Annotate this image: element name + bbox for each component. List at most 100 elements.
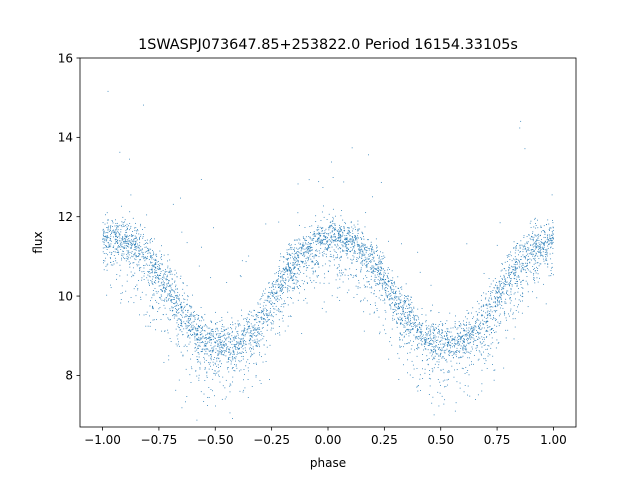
data-point [399, 319, 401, 321]
data-point [410, 332, 412, 334]
data-point [443, 346, 445, 348]
data-point [189, 330, 191, 332]
data-point [385, 284, 387, 286]
data-point [386, 283, 387, 285]
data-point [216, 327, 218, 329]
data-point [469, 353, 471, 354]
data-point [438, 359, 440, 360]
data-point [489, 315, 491, 317]
data-point [502, 285, 504, 287]
data-point [219, 336, 221, 338]
data-point [281, 286, 283, 288]
data-point [520, 259, 521, 261]
data-point [434, 355, 436, 357]
data-point [446, 348, 448, 350]
data-point [326, 219, 328, 220]
data-point [397, 317, 399, 319]
data-point [494, 302, 496, 304]
data-point [508, 274, 510, 276]
data-point [210, 334, 212, 336]
data-point [381, 268, 383, 269]
data-point [275, 286, 276, 288]
data-point [241, 338, 243, 340]
data-point [151, 280, 153, 282]
data-point [438, 331, 440, 333]
data-point [170, 341, 172, 342]
data-point [498, 288, 500, 290]
data-point [395, 286, 397, 288]
data-point [486, 304, 488, 306]
data-point [525, 266, 527, 267]
data-point [370, 241, 372, 243]
data-point [507, 277, 509, 279]
data-point [495, 292, 497, 294]
data-point [374, 281, 376, 282]
data-point [193, 315, 195, 317]
data-point [534, 245, 536, 247]
data-point [288, 265, 289, 267]
data-point [266, 313, 267, 315]
data-point [116, 278, 117, 280]
data-point [317, 238, 319, 240]
data-point [516, 259, 518, 260]
data-point [310, 261, 312, 263]
data-point [236, 341, 238, 343]
data-point [442, 356, 444, 358]
data-point [266, 300, 268, 302]
data-point [411, 360, 413, 362]
data-point [529, 270, 531, 272]
data-point [508, 315, 510, 317]
data-point [107, 246, 109, 248]
data-point [284, 280, 286, 281]
data-point [337, 287, 339, 289]
data-point [260, 298, 262, 300]
data-point [469, 324, 471, 325]
data-point [424, 336, 426, 338]
data-point [344, 274, 346, 276]
data-point [352, 239, 354, 241]
data-point [123, 247, 125, 249]
data-point [410, 323, 411, 324]
data-point [202, 336, 204, 338]
data-point [336, 240, 338, 242]
data-point [534, 234, 536, 236]
data-point [353, 237, 355, 238]
data-point [357, 230, 359, 232]
data-point [154, 277, 156, 278]
data-point [478, 332, 480, 334]
data-point [298, 251, 300, 253]
data-point [453, 376, 455, 378]
data-point [192, 321, 194, 323]
data-point [172, 307, 174, 309]
data-point [424, 343, 426, 345]
data-point [144, 240, 146, 242]
data-point [549, 237, 551, 239]
data-point [200, 363, 202, 365]
data-point [498, 280, 500, 282]
data-point [510, 300, 512, 302]
data-point [185, 326, 187, 328]
data-point [463, 330, 465, 332]
data-point [439, 332, 440, 334]
data-point [538, 235, 540, 237]
data-point [506, 284, 508, 286]
data-point [329, 260, 331, 262]
data-point [186, 303, 188, 305]
data-point [471, 331, 473, 333]
data-point [507, 294, 509, 295]
data-point [323, 253, 325, 255]
data-point [359, 250, 361, 252]
data-point [483, 337, 485, 338]
data-point [419, 322, 420, 323]
data-point [330, 237, 332, 239]
data-point [369, 287, 371, 289]
data-point [175, 343, 177, 345]
data-point [140, 296, 142, 298]
data-point [379, 272, 381, 274]
data-point [435, 336, 437, 338]
data-point [332, 241, 334, 243]
data-point [367, 239, 369, 241]
data-point [130, 227, 132, 229]
data-point [290, 270, 292, 272]
data-point [309, 244, 311, 246]
